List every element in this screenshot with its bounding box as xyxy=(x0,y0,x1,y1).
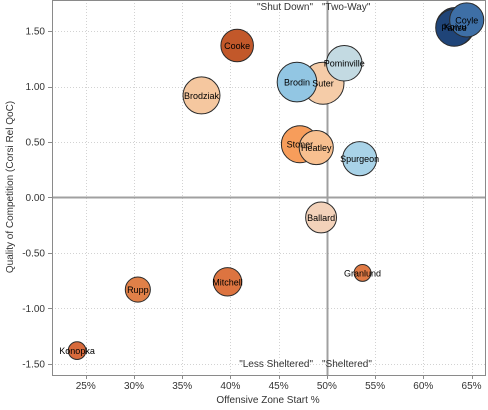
bubble-rupp[interactable] xyxy=(124,276,151,303)
y-tick-label: -0.50 xyxy=(22,248,45,259)
bubble-heatley[interactable] xyxy=(298,130,334,166)
bubble-label-mitchell: Mitchell xyxy=(212,277,243,287)
y-tick-label: -1.50 xyxy=(22,359,45,370)
x-tick-label: 30% xyxy=(124,381,144,392)
bubble-layer xyxy=(67,2,485,360)
bubble-konopka[interactable] xyxy=(67,341,87,360)
x-tick-labels: 25% 30% 35% 40% 45% 50% 55% 60% 65% xyxy=(76,375,482,392)
bubble-brodin[interactable] xyxy=(276,61,318,103)
bubble-coyle[interactable] xyxy=(449,2,485,38)
x-tick-label: 40% xyxy=(220,381,240,392)
bubble-label-konopka: Konopka xyxy=(59,346,95,356)
bubble-mitchell[interactable] xyxy=(212,267,243,297)
bubble-spurgeon[interactable] xyxy=(342,141,378,177)
x-tick-label: 45% xyxy=(269,381,289,392)
bubble-label-cooke: Cooke xyxy=(224,41,250,51)
quadrant-label-two-way: "Two-Way" xyxy=(322,2,371,13)
bubble-label-stoner: Stoner xyxy=(287,140,314,150)
x-tick-label: 35% xyxy=(172,381,192,392)
bubble-label-ballard: Ballard xyxy=(307,213,335,223)
bubble-label-brodin: Brodin xyxy=(284,78,310,88)
y-tick-labels: -1.50 -1.00 -0.50 0.00 0.50 1.00 1.50 xyxy=(22,27,52,370)
bubble-granlund[interactable] xyxy=(353,263,372,282)
quadrant-label-sheltered: "Sheltered" xyxy=(322,359,372,370)
bubble-pominville[interactable] xyxy=(325,44,363,82)
grid-layer xyxy=(52,0,486,375)
bubble-cooke[interactable] xyxy=(220,28,254,63)
bubble-label-rupp: Rupp xyxy=(127,285,149,295)
x-tick-label: 25% xyxy=(76,381,96,392)
bubble-label-brodziak: Brodziak xyxy=(184,91,220,101)
y-axis-title: Quality of Competition (Corsi Rel QoC) xyxy=(5,101,16,273)
reference-lines xyxy=(52,0,486,375)
y-tick-label: 0.50 xyxy=(26,138,46,149)
y-tick-label: 1.50 xyxy=(26,27,46,38)
bubble-label-granlund: Granlund xyxy=(344,268,381,278)
bubble-ballard[interactable] xyxy=(305,201,338,234)
bubble-label-suter: Suter xyxy=(312,79,334,89)
bubble-label-spurgeon: Spurgeon xyxy=(340,154,379,164)
x-tick-label: 55% xyxy=(365,381,385,392)
bubble-label-pominville: Pominville xyxy=(324,59,365,69)
bubble-label-parise: Parise xyxy=(441,23,467,33)
plot-frame xyxy=(52,0,486,376)
bubble-label-coyle: Coyle xyxy=(455,15,478,25)
y-tick-label: 1.00 xyxy=(26,82,46,93)
bubble-label-koivu: Koivu xyxy=(444,22,467,32)
x-tick-label: 60% xyxy=(413,381,433,392)
y-tick-label: 0.00 xyxy=(26,193,46,204)
x-axis-title: Offensive Zone Start % xyxy=(216,395,319,406)
bubble-brodziak[interactable] xyxy=(182,76,221,115)
y-tick-label: -1.00 xyxy=(22,304,45,315)
bubble-label-heatley: Heatley xyxy=(301,143,332,153)
bubble-label-layer: CoylePariseKoivuCookePominvilleSuterBrod… xyxy=(59,15,478,356)
quadrant-label-less-sheltered: "Less Sheltered" xyxy=(239,359,313,370)
quadrant-label-shut-down: "Shut Down" xyxy=(257,2,313,13)
x-tick-label: 65% xyxy=(462,381,482,392)
x-tick-label: 50% xyxy=(317,381,337,392)
